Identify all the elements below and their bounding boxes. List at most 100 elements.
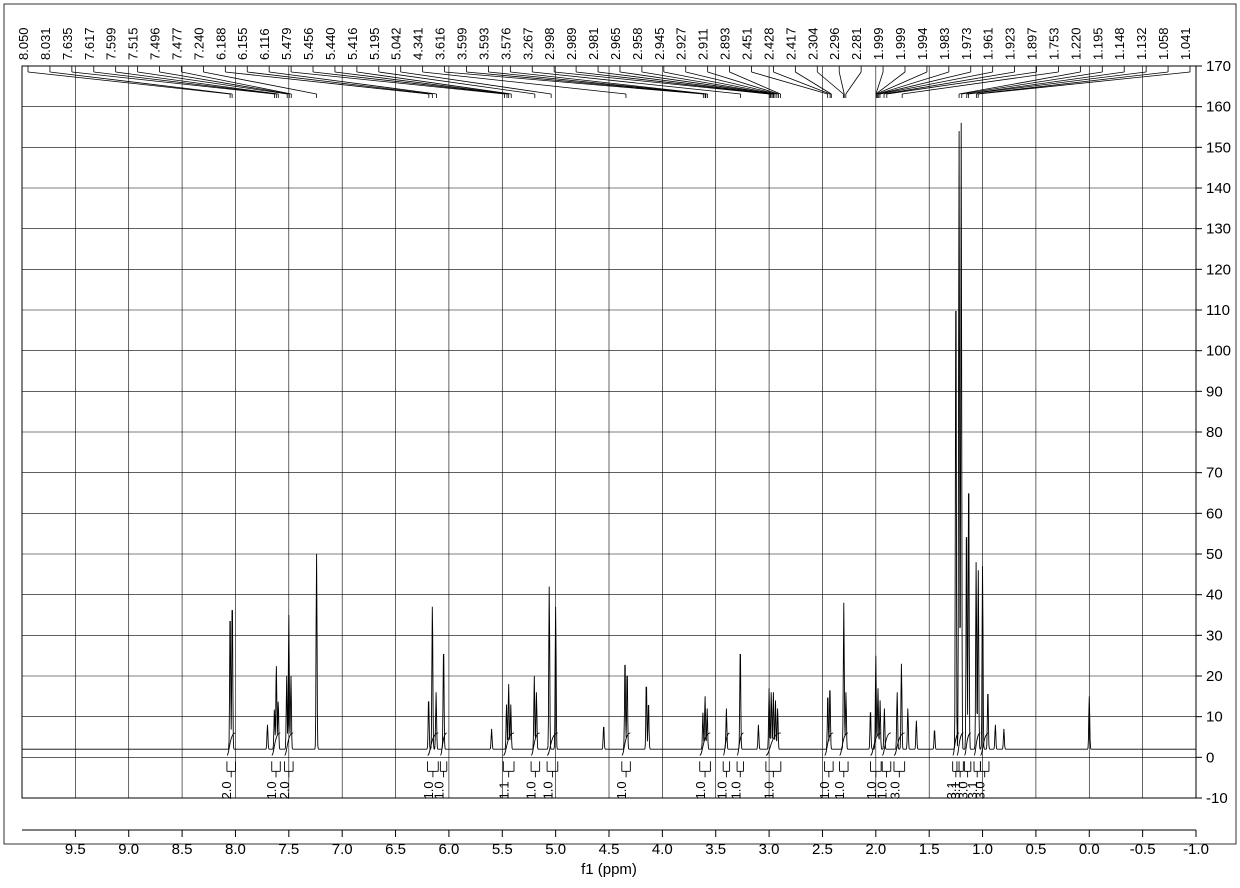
peak-label: 8.031 <box>38 27 53 60</box>
peak-label: 1.041 <box>1178 27 1193 60</box>
y-tick-label: 150 <box>1206 139 1231 156</box>
integration-label: 1.0 <box>761 781 776 799</box>
peak-label: 7.496 <box>148 27 163 60</box>
peak-label: 7.477 <box>169 27 184 60</box>
x-tick-label: 1.5 <box>919 841 940 858</box>
x-tick-label: 4.5 <box>599 841 620 858</box>
x-tick-label: 5.0 <box>545 841 566 858</box>
peak-label: 3.616 <box>433 27 448 60</box>
y-tick-label: 80 <box>1206 424 1223 441</box>
y-tick-label: 20 <box>1206 668 1223 685</box>
peak-label: 5.440 <box>323 27 338 60</box>
x-axis-label: f1 (ppm) <box>581 861 637 878</box>
y-tick-label: -10 <box>1206 790 1228 807</box>
peak-label: 2.281 <box>849 27 864 60</box>
integration-label: 3.0 <box>973 781 988 799</box>
peak-label: 3.599 <box>454 27 469 60</box>
x-tick-label: 3.5 <box>705 841 726 858</box>
peak-label: 2.945 <box>652 27 667 60</box>
integration-label: 1.0 <box>432 781 447 799</box>
peak-label: 1.961 <box>981 27 996 60</box>
peak-label: 1.983 <box>937 27 952 60</box>
peak-label: 5.479 <box>279 27 294 60</box>
peak-label: 2.451 <box>740 27 755 60</box>
x-tick-label: 5.5 <box>492 841 513 858</box>
peak-label: 1.897 <box>1025 27 1040 60</box>
integration-label: 1.1 <box>497 781 512 799</box>
y-tick-label: 120 <box>1206 261 1231 278</box>
peak-label: 7.240 <box>191 27 206 60</box>
y-tick-label: 70 <box>1206 465 1223 482</box>
peak-label: 2.981 <box>586 27 601 60</box>
x-tick-label: 4.0 <box>652 841 673 858</box>
peak-label: 6.188 <box>213 27 228 60</box>
peak-label: 2.965 <box>608 27 623 60</box>
peak-label: 1.132 <box>1134 27 1149 60</box>
x-tick-label: 7.5 <box>278 841 299 858</box>
peak-label: 7.515 <box>126 27 141 60</box>
integration-label: 1.0 <box>817 781 832 799</box>
peak-label: 3.593 <box>476 27 491 60</box>
peak-label: 2.998 <box>542 27 557 60</box>
integration-label: 1.0 <box>540 781 555 799</box>
peak-label: 1.058 <box>1156 27 1171 60</box>
peak-label: 2.304 <box>805 27 820 60</box>
integration-label: 1.0 <box>832 781 847 799</box>
integration-label: 1.0 <box>523 781 538 799</box>
y-tick-label: 60 <box>1206 505 1223 522</box>
y-tick-label: 0 <box>1206 749 1214 766</box>
y-tick-label: 130 <box>1206 221 1231 238</box>
x-tick-label: 6.5 <box>385 841 406 858</box>
peak-label: 5.042 <box>389 27 404 60</box>
peak-label: 2.911 <box>696 28 711 60</box>
peak-label: 2.893 <box>718 27 733 60</box>
x-tick-label: -0.5 <box>1130 841 1156 858</box>
integration-label: 1.0 <box>728 781 743 799</box>
peak-label: 1.195 <box>1090 27 1105 60</box>
x-tick-label: 6.0 <box>438 841 459 858</box>
x-tick-label: 8.0 <box>225 841 246 858</box>
x-tick-label: 8.5 <box>172 841 193 858</box>
y-tick-label: 160 <box>1206 99 1231 116</box>
integration-label: 3.0 <box>887 781 902 799</box>
peak-label: 1.994 <box>915 27 930 60</box>
integration-label: 2.0 <box>277 781 292 799</box>
peak-label: 2.958 <box>630 27 645 60</box>
y-tick-label: 140 <box>1206 180 1231 197</box>
peak-label: 1.148 <box>1112 27 1127 60</box>
peak-label: 7.635 <box>60 27 75 60</box>
y-tick-label: 40 <box>1206 587 1223 604</box>
x-tick-label: 3.0 <box>759 841 780 858</box>
x-tick-label: -1.0 <box>1183 841 1209 858</box>
integration-label: 1.0 <box>693 781 708 799</box>
y-tick-label: 110 <box>1206 302 1230 319</box>
peak-label: 3.576 <box>498 27 513 60</box>
peak-label: 1.753 <box>1046 27 1061 60</box>
x-tick-label: 2.0 <box>865 841 886 858</box>
peak-label: 4.341 <box>411 27 426 60</box>
peak-label: 8.050 <box>16 27 31 60</box>
nmr-spectrum-chart: -100102030405060708090100110120130140150… <box>0 0 1240 888</box>
peak-label: 6.155 <box>235 27 250 60</box>
peak-label: 7.599 <box>104 27 119 60</box>
peak-label: 6.116 <box>257 28 272 60</box>
y-tick-label: 170 <box>1206 58 1231 75</box>
y-tick-label: 50 <box>1206 546 1223 563</box>
peak-label: 2.927 <box>674 27 689 60</box>
peak-label: 3.267 <box>520 27 535 60</box>
integration-label: 1.0 <box>614 781 629 799</box>
peak-label: 2.296 <box>827 27 842 60</box>
peak-label: 5.195 <box>367 27 382 60</box>
y-tick-label: 10 <box>1206 709 1223 726</box>
integration-label: 1.0 <box>714 781 729 799</box>
x-tick-label: 0.5 <box>1025 841 1046 858</box>
x-tick-label: 9.5 <box>65 841 86 858</box>
x-tick-label: 7.0 <box>332 841 353 858</box>
x-tick-label: 2.5 <box>812 841 833 858</box>
peak-label: 2.428 <box>761 27 776 60</box>
x-tick-label: 1.0 <box>972 841 993 858</box>
peak-label: 1.220 <box>1068 27 1083 60</box>
integration-label: 2.0 <box>219 781 234 799</box>
y-tick-label: 30 <box>1206 627 1223 644</box>
peak-label: 5.456 <box>301 27 316 60</box>
